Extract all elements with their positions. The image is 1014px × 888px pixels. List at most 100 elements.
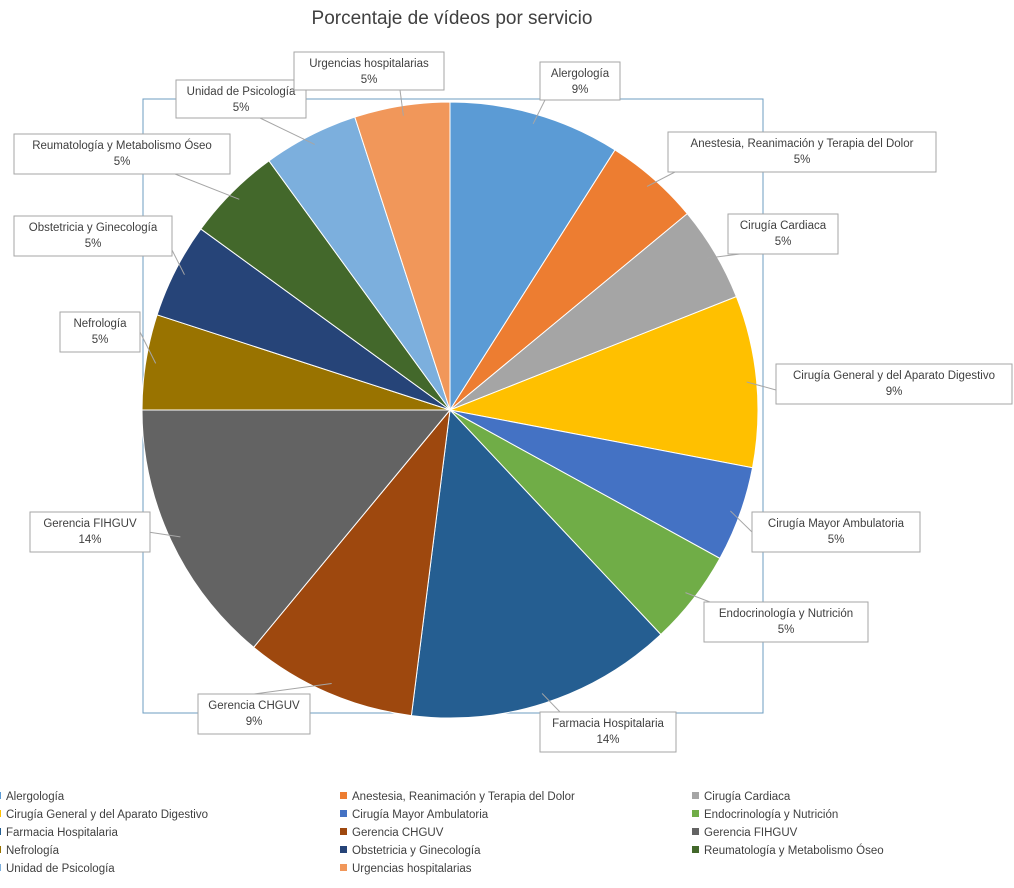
data-label-percent: 5% <box>361 74 378 86</box>
data-label-percent: 9% <box>246 716 263 728</box>
legend-item-farmacia-hospitalaria: Farmacia Hospitalaria <box>0 826 118 840</box>
leader-line-reumatologia-y-metabolismo-oseo <box>174 173 240 200</box>
legend-swatch <box>0 846 1 853</box>
legend-swatch <box>340 846 347 853</box>
data-label-name: Reumatología y Metabolismo Óseo <box>32 139 212 152</box>
data-label-percent: 5% <box>85 238 102 250</box>
data-label-box <box>667 131 937 173</box>
data-label-name: Anestesia, Reanimación y Terapia del Dol… <box>691 138 914 150</box>
data-label-name: Endocrinología y Nutrición <box>719 608 853 620</box>
data-label-percent: 14% <box>596 734 619 746</box>
data-label-box <box>197 693 311 735</box>
data-label-anestesia-reanimacion-y-terapia-del-dolor: Anestesia, Reanimación y Terapia del Dol… <box>667 131 937 173</box>
data-label-name: Alergología <box>551 68 610 80</box>
leader-line-cirugia-mayor-ambulatoria <box>730 510 753 533</box>
pie-chart: Alergología 9% Anestesia, Reanimación y Te… <box>13 51 1013 753</box>
leader-line-nefrologia <box>139 331 157 364</box>
data-label-alergologia: Alergología 9% <box>539 61 621 101</box>
data-label-box <box>29 511 151 553</box>
legend-label: Nefrología <box>6 845 60 857</box>
legend-label: Gerencia FIHGUV <box>704 827 798 839</box>
data-label-gerencia-chguv: Gerencia CHGUV 9% <box>197 693 311 735</box>
data-label-name: Cirugía Cardiaca <box>740 220 827 232</box>
leader-line-urgencias-hospitalarias <box>399 89 404 116</box>
data-label-name: Obstetricia y Ginecología <box>29 222 158 234</box>
data-label-cirugia-general-y-del-aparato-digestivo: Cirugía General y del Aparato Digestivo 9… <box>775 363 1013 405</box>
pie-slice-gerencia-fihguv <box>141 409 452 649</box>
data-label-box <box>293 51 445 91</box>
legend-label: Endocrinología y Nutrición <box>704 809 839 821</box>
pie-slice-alergologia <box>449 101 616 412</box>
legend-item-urgencias-hospitalarias: Urgencias hospitalarias <box>340 862 472 876</box>
legend-label: Obstetricia y Ginecología <box>352 845 481 857</box>
leader-line-anestesia-reanimacion-y-terapia-del-dolor <box>646 171 676 187</box>
legend-swatch <box>0 864 1 871</box>
legend-item-reumatologia-y-metabolismo-oseo: Reumatología y Metabolismo Óseo <box>692 844 884 858</box>
data-label-gerencia-fihguv: Gerencia FIHGUV 14% <box>29 511 151 553</box>
leader-line-unidad-de-psicologia <box>259 117 315 145</box>
legend-label: Urgencias hospitalarias <box>352 863 472 875</box>
data-label-box <box>703 601 869 643</box>
data-label-name: Cirugía General y del Aparato Digestivo <box>793 370 995 382</box>
legend-label: Farmacia Hospitalaria <box>6 827 118 839</box>
leader-line-obstetricia-y-ginecologia <box>171 249 185 275</box>
legend-swatch <box>0 828 1 835</box>
legend-swatch <box>340 864 347 871</box>
data-label-percent: 5% <box>775 236 792 248</box>
legend-label: Anestesia, Reanimación y Terapia del Dol… <box>352 791 575 803</box>
data-label-box <box>539 711 677 753</box>
data-label-box <box>59 311 141 353</box>
data-label-name: Cirugía Mayor Ambulatoria <box>768 518 905 530</box>
data-label-urgencias-hospitalarias: Urgencias hospitalarias 5% <box>293 51 445 91</box>
data-label-cirugia-mayor-ambulatoria: Cirugía Mayor Ambulatoria 5% <box>751 511 921 553</box>
data-label-name: Urgencias hospitalarias <box>309 58 429 70</box>
data-label-cirugia-cardiaca: Cirugía Cardiaca 5% <box>727 213 839 255</box>
data-label-percent: 14% <box>78 534 101 546</box>
data-label-endocrinologia-y-nutricion: Endocrinología y Nutrición 5% <box>703 601 869 643</box>
leader-line-alergologia <box>532 99 546 125</box>
chart-legend: Alergología Anestesia, Reanimación y Tera… <box>0 790 1014 888</box>
legend-swatch <box>0 792 1 799</box>
data-label-box <box>775 363 1013 405</box>
data-label-percent: 5% <box>828 534 845 546</box>
data-label-box <box>13 133 231 175</box>
legend-item-nefrologia: Nefrología <box>0 844 59 858</box>
legend-swatch <box>340 828 347 835</box>
chart-title: Porcentaje de vídeos por servicio <box>311 8 593 29</box>
data-label-unidad-de-psicologia: Unidad de Psicología 5% <box>175 79 307 119</box>
leader-line-cirugia-cardiaca <box>706 253 741 259</box>
legend-item-unidad-de-psicologia: Unidad de Psicología <box>0 862 115 876</box>
slices-layer <box>141 101 759 719</box>
legend-item-cirugia-cardiaca: Cirugía Cardiaca <box>692 790 790 804</box>
legend-item-alergologia: Alergología <box>0 790 64 804</box>
legend-item-gerencia-fihguv: Gerencia FIHGUV <box>692 826 797 840</box>
legend-item-obstetricia-y-ginecologia: Obstetricia y Ginecología <box>340 844 480 858</box>
pie-slice-farmacia-hospitalaria <box>410 408 662 719</box>
legend-item-cirugia-general-y-del-aparato-digestivo: Cirugía General y del Aparato Digestivo <box>0 808 208 822</box>
leader-lines-layer <box>139 89 777 713</box>
pie-slice-cirugia-general-y-del-aparato-digestivo <box>448 295 759 469</box>
data-label-reumatologia-y-metabolismo-oseo: Reumatología y Metabolismo Óseo 5% <box>13 133 231 175</box>
legend-item-anestesia-reanimacion-y-terapia-del-dolor: Anestesia, Reanimación y Terapia del Dol… <box>340 790 575 804</box>
legend-item-cirugia-mayor-ambulatoria: Cirugía Mayor Ambulatoria <box>340 808 488 822</box>
legend-label: Unidad de Psicología <box>6 863 115 875</box>
leader-line-cirugia-general-y-del-aparato-digestivo <box>746 381 777 391</box>
data-label-obstetricia-y-ginecologia: Obstetricia y Ginecología 5% <box>13 215 173 257</box>
data-label-box <box>175 79 307 119</box>
data-label-percent: 9% <box>886 386 903 398</box>
legend-swatch <box>692 828 699 835</box>
data-label-percent: 5% <box>92 334 109 346</box>
legend-label: Cirugía Mayor Ambulatoria <box>352 809 489 821</box>
data-label-percent: 9% <box>572 84 589 96</box>
leader-line-endocrinologia-y-nutricion <box>685 592 711 603</box>
data-label-name: Gerencia CHGUV <box>208 700 300 712</box>
leader-line-gerencia-chguv <box>253 682 332 695</box>
data-label-box <box>751 511 921 553</box>
legend-swatch <box>340 792 347 799</box>
data-label-name: Farmacia Hospitalaria <box>552 718 664 730</box>
data-label-name: Unidad de Psicología <box>187 86 296 98</box>
data-label-percent: 5% <box>233 102 250 114</box>
data-label-percent: 5% <box>114 156 131 168</box>
legend-swatch <box>692 846 699 853</box>
legend-label: Cirugía General y del Aparato Digestivo <box>6 809 208 821</box>
